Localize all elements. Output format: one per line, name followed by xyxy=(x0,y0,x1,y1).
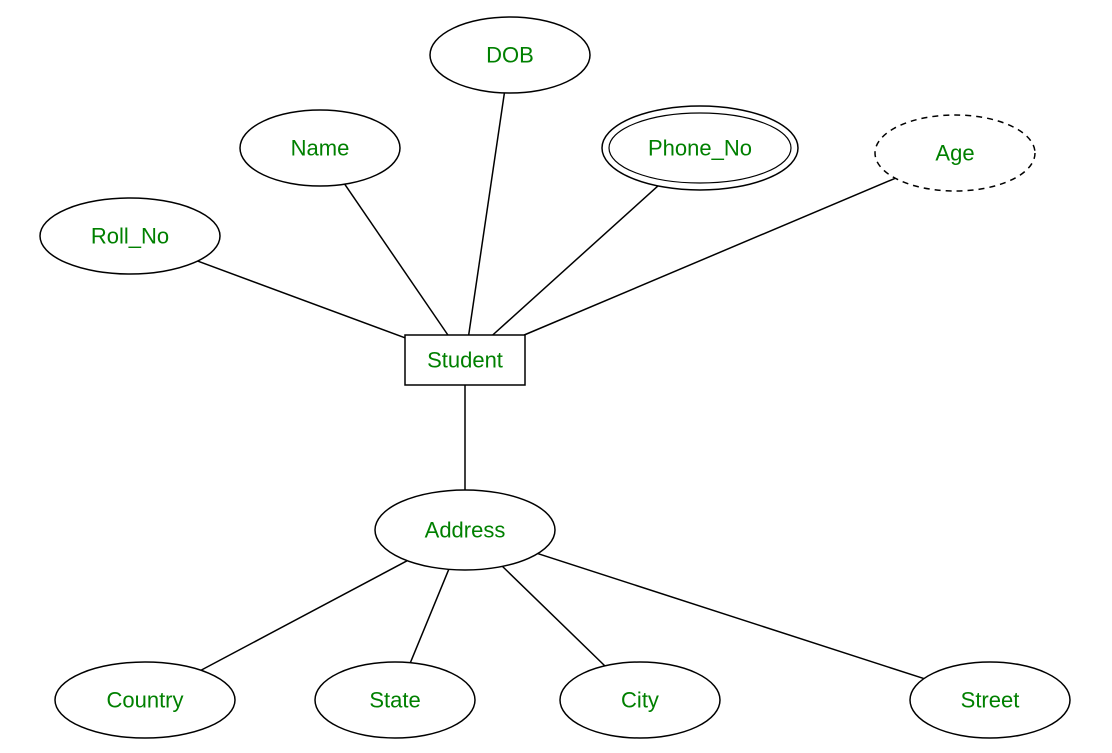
attribute-label: Address xyxy=(425,518,506,543)
attribute-state: State xyxy=(315,662,475,738)
attribute-label: Country xyxy=(106,688,183,713)
attribute-label: DOB xyxy=(486,43,534,68)
edge-student-name xyxy=(345,184,448,335)
attribute-phone_no: Phone_No xyxy=(602,106,798,190)
node-layer: Student Roll_No Name DOB Phone_No Age Address C… xyxy=(40,17,1070,738)
attribute-name: Name xyxy=(240,110,400,186)
edge-address-city xyxy=(502,566,604,665)
er-diagram-canvas: Student Roll_No Name DOB Phone_No Age Address C… xyxy=(0,0,1112,753)
attribute-roll_no: Roll_No xyxy=(40,198,220,274)
attribute-label: State xyxy=(369,688,420,713)
edge-address-street xyxy=(538,554,924,679)
attribute-label: Street xyxy=(961,688,1020,713)
edge-address-state xyxy=(410,569,448,662)
attribute-city: City xyxy=(560,662,720,738)
attribute-age: Age xyxy=(875,115,1035,191)
attribute-label: Phone_No xyxy=(648,136,752,161)
attribute-street: Street xyxy=(910,662,1070,738)
edge-address-country xyxy=(201,561,407,671)
attribute-dob: DOB xyxy=(430,17,590,93)
edge-student-dob xyxy=(469,93,505,335)
edge-student-roll_no xyxy=(198,261,405,338)
entity-label: Student xyxy=(427,348,503,373)
attribute-label: City xyxy=(621,688,659,713)
entity-student: Student xyxy=(405,335,525,385)
attribute-label: Age xyxy=(935,141,974,166)
attribute-label: Roll_No xyxy=(91,224,169,249)
attribute-address: Address xyxy=(375,490,555,570)
attribute-label: Name xyxy=(291,136,350,161)
attribute-country: Country xyxy=(55,662,235,738)
